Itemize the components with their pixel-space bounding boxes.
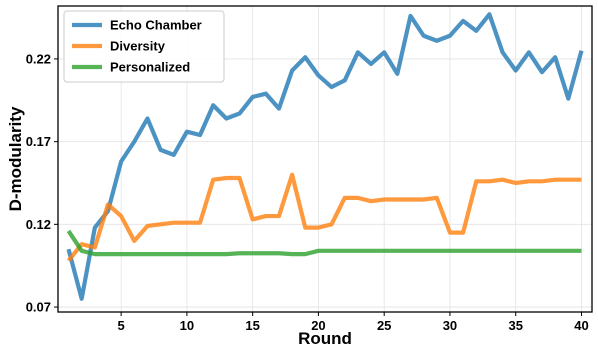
legend-label-personalized: Personalized — [110, 60, 190, 75]
x-tick-label: 15 — [245, 318, 259, 333]
axis-ticks: 5 10 15 20 25 30 35 40 0.07 0.12 0.17 0.22 — [26, 51, 589, 333]
series-line-diversity — [66, 172, 582, 263]
y-axis-title: D-modularity — [6, 106, 25, 211]
y-tick-label: 0.17 — [26, 134, 51, 149]
legend: Echo Chamber Diversity Personalized — [63, 10, 225, 83]
legend-box — [63, 10, 225, 83]
x-tick-label: 5 — [118, 318, 125, 333]
series-lines — [66, 12, 584, 301]
x-tick-label: 30 — [443, 318, 457, 333]
legend-label-echo-chamber: Echo Chamber — [110, 18, 202, 33]
x-axis-title: Round — [298, 329, 352, 348]
y-tick-label: 0.07 — [26, 300, 51, 315]
x-tick-label: 40 — [574, 318, 588, 333]
plot-frame — [57, 5, 593, 313]
x-tick-label: 10 — [180, 318, 194, 333]
x-tick-label: 20 — [311, 318, 325, 333]
series-line-personalized — [66, 229, 582, 257]
x-tick-label: 25 — [377, 318, 391, 333]
y-tick-label: 0.12 — [26, 217, 51, 232]
y-tick-label: 0.22 — [26, 51, 51, 66]
series-line-echo-chamber — [66, 12, 584, 301]
legend-label-diversity: Diversity — [110, 39, 166, 54]
x-tick-label: 35 — [508, 318, 522, 333]
